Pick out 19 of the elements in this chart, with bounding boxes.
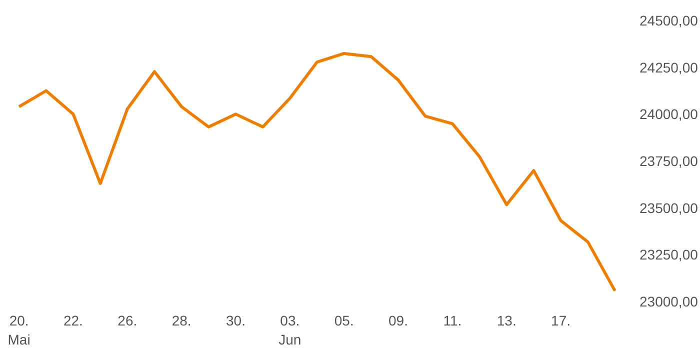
y-tick-label: 23750,00 — [640, 153, 698, 169]
x-tick-label: 09. — [388, 312, 408, 328]
x-tick-label: 26. — [118, 312, 138, 328]
x-tick-label: 05. — [334, 312, 354, 328]
x-tick-label: 28. — [172, 312, 192, 328]
y-tick-label: 24500,00 — [640, 12, 698, 28]
y-tick-label: 23500,00 — [640, 200, 698, 216]
y-tick-label: 23000,00 — [640, 294, 698, 310]
x-tick-label: 17. — [551, 312, 571, 328]
x-tick-label: 30. — [226, 312, 246, 328]
x-tick-label: 20. Mai — [8, 312, 30, 348]
x-tick-label: 22. — [63, 312, 83, 328]
y-tick-label: 24000,00 — [640, 106, 698, 122]
y-tick-label: 23250,00 — [640, 246, 698, 263]
x-tick-label: 11. — [443, 312, 462, 328]
x-tick-label: 03. Jun — [278, 312, 302, 348]
y-tick-label: 24250,00 — [640, 59, 698, 76]
x-tick-label: 13. — [496, 312, 516, 328]
line-series — [18, 52, 616, 292]
